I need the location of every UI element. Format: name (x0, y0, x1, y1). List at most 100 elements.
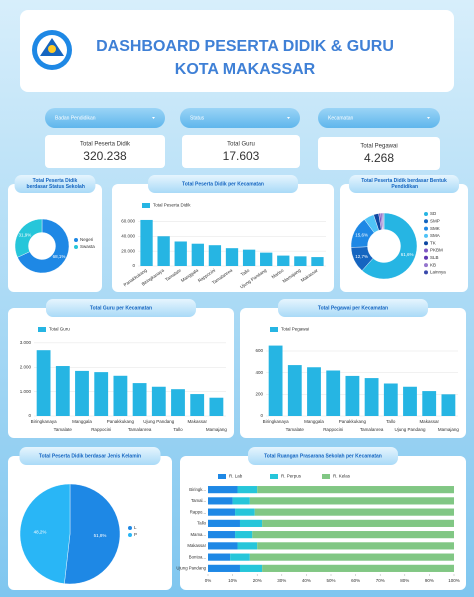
bar (326, 370, 341, 416)
bar-segment (208, 531, 236, 539)
x-tick-label: Makassar (187, 419, 207, 424)
data-label: 68,1% (53, 254, 66, 259)
chart-title-pill (148, 175, 298, 193)
y-tick-label: 0 (260, 413, 263, 418)
bar (311, 257, 324, 266)
scorecard-label: Total Peserta Didik (80, 142, 131, 148)
filter[interactable]: Kecamatan (318, 108, 440, 128)
legend-swatch (424, 270, 428, 275)
bar (55, 366, 70, 416)
x-tick-label: Mamajang (206, 427, 228, 432)
legend-swatch (74, 245, 78, 249)
y-tick-label: 0 (28, 413, 31, 418)
y-tick-label: 400 (255, 370, 263, 375)
x-tick-label: 80% (400, 578, 409, 583)
chart-title-pill (14, 175, 96, 193)
filter-label[interactable]: Status (190, 115, 205, 121)
legend-swatch (142, 203, 150, 208)
y-tick-label: Tamal... (191, 498, 206, 503)
legend-swatch (424, 248, 428, 253)
legend-swatch (218, 474, 226, 479)
filter[interactable]: Status (180, 108, 300, 128)
chart-title: Total Pegawai per Kecamatan (318, 305, 388, 311)
y-tick-label: 1.000 (20, 389, 32, 394)
bar (225, 248, 239, 266)
x-tick-label: Ujung Pandang (394, 427, 426, 432)
filter-pill[interactable] (318, 108, 440, 128)
bar (94, 372, 109, 416)
data-label: 15,6% (355, 233, 368, 238)
legend-label: L (134, 525, 137, 530)
header-subtitle: KOTA MAKASSAR (175, 61, 316, 78)
filter[interactable]: Badan Pendidikan (45, 108, 165, 128)
filter-label[interactable]: Badan Pendidikan (55, 115, 96, 121)
slice (64, 483, 121, 585)
bar-segment (235, 508, 255, 516)
filter-label[interactable]: Kecamatan (328, 115, 354, 121)
data-label: 48,2% (34, 529, 47, 534)
filter-pill[interactable] (180, 108, 300, 128)
bar-segment (237, 486, 258, 494)
legend-swatch (322, 474, 330, 479)
legend-label: Swasta (80, 244, 95, 249)
legend-swatch (270, 474, 278, 479)
dropdown-arrow[interactable] (427, 117, 430, 119)
bar-segment (235, 531, 253, 539)
x-tick-label: 0% (205, 578, 212, 583)
y-tick-label: 600 (255, 348, 263, 353)
dropdown-arrow[interactable] (287, 117, 290, 119)
bar (209, 397, 224, 416)
legend-label: SD (430, 211, 437, 216)
bar-segment (257, 486, 454, 494)
bar (157, 236, 170, 266)
x-tick-label: Makassar (419, 419, 439, 424)
slice (17, 218, 70, 274)
bar (113, 375, 128, 416)
slice (19, 483, 71, 584)
x-tick-label: 40% (302, 578, 311, 583)
y-tick-label: 60.000 (121, 219, 135, 224)
legend-label: SMP (430, 218, 440, 223)
slice (14, 218, 43, 258)
bar-segment (208, 542, 238, 550)
legend-swatch (74, 238, 78, 242)
chart-title: Total Peserta Didik berdasar Jenis Kelam… (39, 453, 141, 459)
bar (171, 389, 185, 416)
bar (277, 255, 290, 266)
legend-label: Total Peserta Didik (153, 203, 191, 208)
chart-title: Total Peserta Didik berdasar Bentuk Pend… (361, 178, 447, 190)
legend-label: SLB (430, 255, 439, 260)
y-tick-label: Tallo (197, 521, 206, 526)
y-tick-label: Bontoa... (189, 554, 206, 559)
bar (422, 391, 437, 416)
chart-title: Total Ruangan Prasarana Sekolah per Keca… (264, 453, 382, 459)
chart-title-pill (278, 299, 428, 317)
bar-segment (208, 508, 236, 516)
chart-title: Total Peserta Didik per Kecamatan (182, 181, 264, 187)
scorecard (182, 135, 300, 168)
bar (36, 350, 51, 416)
x-tick-label: 90% (425, 578, 434, 583)
dropdown-arrow[interactable] (152, 117, 155, 119)
bar (174, 241, 187, 266)
slice (382, 212, 385, 230)
bar (383, 383, 398, 416)
x-tick-label: Rappocini (91, 427, 111, 432)
bar (403, 386, 417, 416)
x-tick-label: Ujung Pandang (143, 419, 175, 424)
x-tick-label: 60% (351, 578, 360, 583)
header-title: DASHBOARD PESERTA DIDIK & GURU (96, 38, 394, 55)
filter-pill[interactable] (45, 108, 165, 128)
x-tick-label: Tamalate (54, 427, 73, 432)
legend-label: SMA (430, 233, 440, 238)
x-tick-label: Mamajang (438, 427, 460, 432)
x-tick-label: 30% (277, 578, 286, 583)
legend-swatch (128, 533, 132, 537)
bar (287, 365, 302, 416)
chart-title-pill (348, 175, 460, 193)
scorecard (318, 137, 440, 170)
data-label: 61,6% (401, 252, 414, 257)
bar-segment (208, 486, 238, 494)
bar-segment (208, 564, 240, 572)
